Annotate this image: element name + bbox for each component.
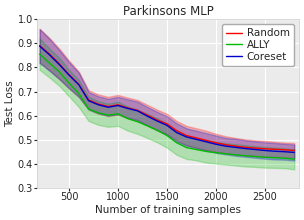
Coreset bbox=[126, 107, 130, 110]
Coreset bbox=[263, 149, 267, 152]
Random bbox=[116, 103, 120, 106]
Random bbox=[244, 146, 247, 149]
ALLY bbox=[38, 53, 41, 55]
Random bbox=[292, 149, 296, 152]
ALLY bbox=[97, 112, 100, 114]
Random bbox=[214, 141, 218, 144]
Random bbox=[195, 137, 198, 139]
Coreset bbox=[244, 147, 247, 150]
Random bbox=[57, 62, 61, 65]
ALLY bbox=[283, 157, 286, 160]
Random bbox=[204, 139, 208, 142]
Line: Coreset: Coreset bbox=[40, 46, 294, 152]
ALLY bbox=[77, 92, 81, 95]
Random bbox=[175, 129, 178, 132]
ALLY bbox=[273, 156, 276, 159]
Random bbox=[67, 73, 71, 76]
Coreset bbox=[67, 74, 71, 76]
X-axis label: Number of training samples: Number of training samples bbox=[95, 205, 241, 215]
ALLY bbox=[263, 156, 267, 159]
Random bbox=[136, 109, 139, 112]
Coreset bbox=[214, 143, 218, 146]
ALLY bbox=[234, 154, 237, 156]
Random bbox=[48, 53, 51, 55]
Coreset bbox=[38, 45, 41, 48]
Coreset bbox=[273, 150, 276, 152]
ALLY bbox=[57, 70, 61, 73]
Random bbox=[106, 105, 110, 108]
Title: Parkinsons MLP: Parkinsons MLP bbox=[123, 5, 213, 18]
Random bbox=[126, 107, 130, 109]
Random bbox=[155, 119, 159, 121]
Random bbox=[224, 143, 227, 146]
Coreset bbox=[155, 120, 159, 122]
Coreset bbox=[234, 146, 237, 149]
Coreset bbox=[136, 110, 139, 112]
ALLY bbox=[87, 108, 90, 110]
Coreset bbox=[97, 103, 100, 106]
Coreset bbox=[106, 106, 110, 108]
Coreset bbox=[175, 131, 178, 134]
Random bbox=[234, 145, 237, 147]
Random bbox=[146, 114, 149, 117]
Y-axis label: Test Loss: Test Loss bbox=[5, 80, 15, 127]
Coreset bbox=[146, 115, 149, 117]
ALLY bbox=[116, 112, 120, 115]
Random bbox=[273, 148, 276, 151]
ALLY bbox=[48, 62, 51, 64]
Line: ALLY: ALLY bbox=[40, 54, 294, 159]
Random bbox=[97, 103, 100, 105]
Coreset bbox=[253, 148, 257, 151]
Random bbox=[87, 99, 90, 101]
ALLY bbox=[292, 158, 296, 161]
Random bbox=[185, 134, 188, 137]
Random bbox=[263, 147, 267, 150]
ALLY bbox=[253, 155, 257, 158]
Coreset bbox=[204, 141, 208, 143]
Coreset bbox=[48, 53, 51, 56]
Coreset bbox=[292, 151, 296, 154]
ALLY bbox=[185, 146, 188, 149]
ALLY bbox=[214, 151, 218, 154]
ALLY bbox=[67, 82, 71, 84]
Coreset bbox=[116, 104, 120, 107]
Random bbox=[253, 147, 257, 149]
ALLY bbox=[106, 114, 110, 117]
Coreset bbox=[195, 138, 198, 141]
Coreset bbox=[87, 99, 90, 102]
Coreset bbox=[283, 150, 286, 153]
Coreset bbox=[185, 136, 188, 138]
Random bbox=[38, 44, 41, 47]
ALLY bbox=[204, 150, 208, 153]
ALLY bbox=[224, 152, 227, 155]
ALLY bbox=[136, 120, 139, 123]
ALLY bbox=[195, 148, 198, 151]
Random bbox=[77, 83, 81, 86]
Coreset bbox=[77, 83, 81, 86]
ALLY bbox=[165, 134, 169, 137]
ALLY bbox=[155, 129, 159, 132]
Coreset bbox=[57, 63, 61, 66]
ALLY bbox=[244, 154, 247, 157]
Line: Random: Random bbox=[40, 46, 294, 150]
ALLY bbox=[175, 141, 178, 144]
Coreset bbox=[224, 145, 227, 147]
Random bbox=[165, 123, 169, 125]
ALLY bbox=[146, 125, 149, 127]
Random bbox=[283, 148, 286, 151]
Coreset bbox=[165, 124, 169, 127]
ALLY bbox=[126, 117, 130, 120]
Legend: Random, ALLY, Coreset: Random, ALLY, Coreset bbox=[222, 24, 294, 66]
